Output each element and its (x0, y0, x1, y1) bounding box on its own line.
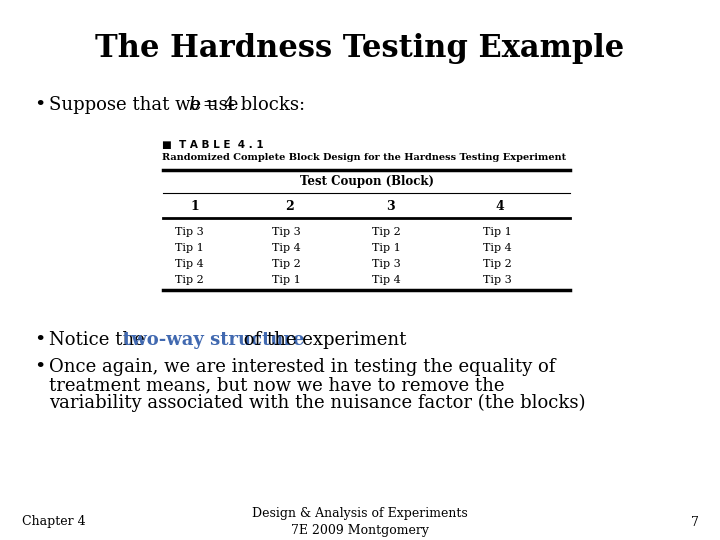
Text: •: • (35, 96, 46, 114)
Text: ■  T A B L E  4 . 1: ■ T A B L E 4 . 1 (162, 140, 264, 150)
Text: Once again, we are interested in testing the equality of: Once again, we are interested in testing… (49, 358, 555, 376)
Text: b: b (188, 96, 199, 114)
Text: variability associated with the nuisance factor (the blocks): variability associated with the nuisance… (49, 394, 585, 412)
Text: The Hardness Testing Example: The Hardness Testing Example (95, 32, 625, 64)
Text: Tip 1: Tip 1 (272, 275, 301, 285)
Text: Randomized Complete Block Design for the Hardness Testing Experiment: Randomized Complete Block Design for the… (162, 153, 566, 163)
Text: Tip 2: Tip 2 (372, 227, 401, 237)
Text: Tip 4: Tip 4 (175, 259, 204, 269)
Text: Tip 2: Tip 2 (272, 259, 301, 269)
Text: Tip 1: Tip 1 (175, 243, 204, 253)
Text: Tip 2: Tip 2 (483, 259, 512, 269)
Text: Tip 1: Tip 1 (483, 227, 512, 237)
Text: of the experiment: of the experiment (238, 331, 407, 349)
Text: Tip 4: Tip 4 (372, 275, 401, 285)
Text: Tip 1: Tip 1 (372, 243, 401, 253)
Text: 3: 3 (386, 200, 395, 213)
Text: •: • (35, 331, 46, 349)
Text: = 4 blocks:: = 4 blocks: (197, 96, 305, 114)
Text: Suppose that we use: Suppose that we use (49, 96, 244, 114)
Text: treatment means, but now we have to remove the: treatment means, but now we have to remo… (49, 376, 505, 394)
Text: 4: 4 (495, 200, 505, 213)
Text: Tip 4: Tip 4 (483, 243, 512, 253)
Text: Notice the: Notice the (49, 331, 150, 349)
Text: Chapter 4: Chapter 4 (22, 516, 85, 529)
Text: Tip 3: Tip 3 (372, 259, 401, 269)
Text: Tip 3: Tip 3 (483, 275, 512, 285)
Text: Tip 3: Tip 3 (175, 227, 204, 237)
Text: Tip 2: Tip 2 (175, 275, 204, 285)
Text: 7: 7 (690, 516, 698, 529)
Text: Tip 3: Tip 3 (272, 227, 301, 237)
Text: Design & Analysis of Experiments
7E 2009 Montgomery: Design & Analysis of Experiments 7E 2009… (252, 507, 468, 537)
Text: 2: 2 (286, 200, 294, 213)
Text: Tip 4: Tip 4 (272, 243, 301, 253)
Text: two-way structure: two-way structure (123, 331, 305, 349)
Text: 1: 1 (191, 200, 199, 213)
Text: •: • (35, 358, 46, 376)
Text: Test Coupon (Block): Test Coupon (Block) (300, 176, 433, 188)
